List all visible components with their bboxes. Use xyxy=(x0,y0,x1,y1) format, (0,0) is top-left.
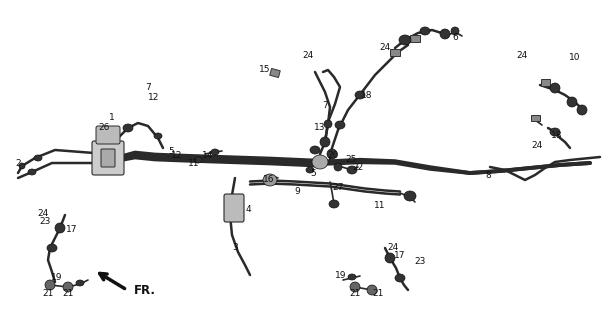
Text: 19: 19 xyxy=(51,274,63,283)
Text: 23: 23 xyxy=(414,258,426,267)
Text: 15: 15 xyxy=(259,66,271,75)
Ellipse shape xyxy=(47,244,57,252)
Text: 17: 17 xyxy=(394,251,406,260)
Text: 24: 24 xyxy=(516,51,527,60)
FancyBboxPatch shape xyxy=(101,149,115,167)
Text: 20: 20 xyxy=(327,150,339,159)
Ellipse shape xyxy=(263,174,277,186)
Ellipse shape xyxy=(348,274,356,280)
FancyBboxPatch shape xyxy=(96,126,120,144)
Text: 24: 24 xyxy=(379,43,390,52)
Ellipse shape xyxy=(194,157,202,163)
Text: 19: 19 xyxy=(335,271,347,281)
Text: 18: 18 xyxy=(361,91,373,100)
Text: 14: 14 xyxy=(202,150,214,159)
Text: 3: 3 xyxy=(232,244,238,252)
Bar xyxy=(530,115,540,121)
Ellipse shape xyxy=(123,124,133,132)
Ellipse shape xyxy=(404,191,416,201)
Ellipse shape xyxy=(385,253,395,263)
Text: 6: 6 xyxy=(452,33,458,42)
Ellipse shape xyxy=(76,280,84,286)
Text: 13: 13 xyxy=(314,124,326,132)
Ellipse shape xyxy=(154,133,162,139)
Text: 4: 4 xyxy=(245,205,251,214)
Text: 9: 9 xyxy=(294,187,300,196)
Text: 17: 17 xyxy=(66,226,78,235)
Ellipse shape xyxy=(329,200,339,208)
Ellipse shape xyxy=(567,97,577,107)
Text: 5: 5 xyxy=(168,147,174,156)
Text: 7: 7 xyxy=(145,84,151,92)
Ellipse shape xyxy=(350,282,360,292)
Text: 21: 21 xyxy=(62,289,74,298)
Ellipse shape xyxy=(45,280,55,290)
Ellipse shape xyxy=(347,166,357,174)
Ellipse shape xyxy=(440,29,450,39)
Text: 5: 5 xyxy=(310,169,316,178)
Text: 2: 2 xyxy=(15,158,21,167)
Ellipse shape xyxy=(550,128,560,136)
Ellipse shape xyxy=(310,146,320,154)
Text: 23: 23 xyxy=(40,218,51,227)
Ellipse shape xyxy=(306,167,314,173)
Ellipse shape xyxy=(420,27,430,35)
Text: 24: 24 xyxy=(37,209,49,218)
Text: 21: 21 xyxy=(42,289,54,298)
Ellipse shape xyxy=(28,169,36,175)
Ellipse shape xyxy=(63,282,73,292)
Ellipse shape xyxy=(34,155,42,161)
Bar xyxy=(541,78,549,85)
Ellipse shape xyxy=(550,83,560,93)
Text: 12: 12 xyxy=(171,150,183,159)
Ellipse shape xyxy=(211,149,219,155)
Bar xyxy=(410,35,420,42)
Text: 21: 21 xyxy=(372,289,384,298)
Ellipse shape xyxy=(367,285,377,295)
Text: FR.: FR. xyxy=(134,284,156,298)
Text: 24: 24 xyxy=(303,51,314,60)
Text: 16: 16 xyxy=(263,175,275,185)
Ellipse shape xyxy=(327,149,337,159)
Ellipse shape xyxy=(334,163,342,171)
Ellipse shape xyxy=(19,163,25,169)
Ellipse shape xyxy=(395,274,405,282)
Ellipse shape xyxy=(399,35,411,45)
Text: 24: 24 xyxy=(387,244,399,252)
Text: 25: 25 xyxy=(345,156,357,164)
Text: 1: 1 xyxy=(109,114,115,123)
FancyBboxPatch shape xyxy=(224,194,244,222)
Bar xyxy=(390,49,400,55)
Ellipse shape xyxy=(324,120,332,128)
Text: 8: 8 xyxy=(485,171,491,180)
Text: 11: 11 xyxy=(375,201,385,210)
Text: 22: 22 xyxy=(353,164,364,172)
Text: 21: 21 xyxy=(350,289,361,298)
Text: 10: 10 xyxy=(569,53,581,62)
Text: 26: 26 xyxy=(98,124,110,132)
Ellipse shape xyxy=(577,105,587,115)
FancyBboxPatch shape xyxy=(92,141,124,175)
Ellipse shape xyxy=(355,91,365,99)
Text: 24: 24 xyxy=(532,140,543,149)
Text: 7: 7 xyxy=(322,100,328,109)
Text: 11: 11 xyxy=(188,158,200,167)
Ellipse shape xyxy=(55,223,65,233)
Text: 27: 27 xyxy=(333,183,343,193)
Ellipse shape xyxy=(451,27,459,35)
Ellipse shape xyxy=(320,137,330,147)
Bar xyxy=(270,68,280,77)
Ellipse shape xyxy=(312,155,328,169)
Text: 12: 12 xyxy=(149,93,160,102)
Ellipse shape xyxy=(335,121,345,129)
Text: 18: 18 xyxy=(551,131,563,140)
